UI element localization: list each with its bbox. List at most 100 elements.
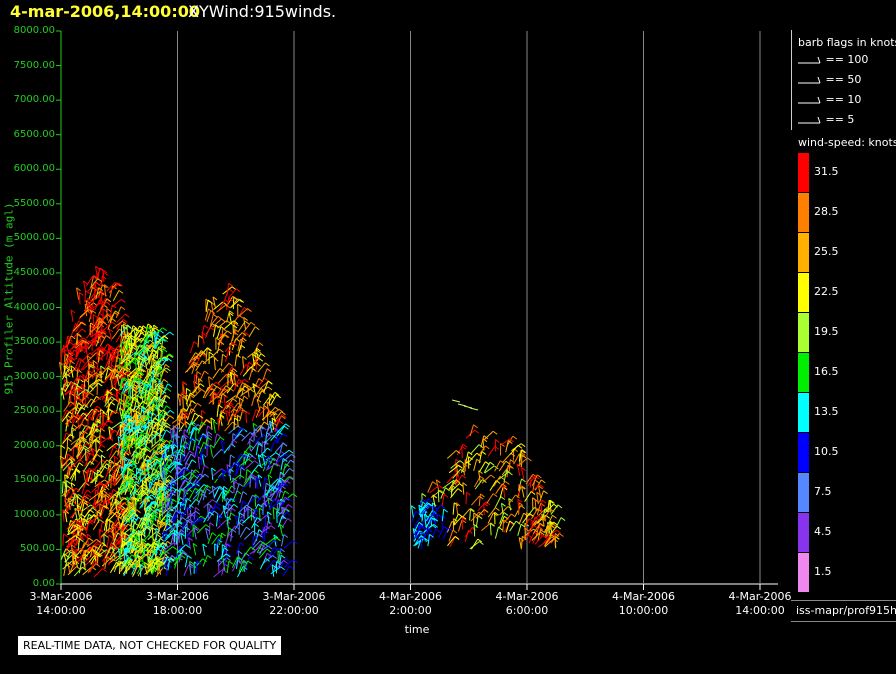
- wind-barb: [111, 545, 116, 558]
- wind-barb-flag: [257, 441, 263, 446]
- wind-barb: [527, 525, 535, 537]
- wind-barb-flag: [240, 466, 246, 471]
- wind-barb-flag: [164, 554, 170, 559]
- wind-barb-flag: [281, 485, 286, 490]
- wind-barb-flag: [142, 359, 147, 364]
- wind-barb-flag: [201, 409, 206, 414]
- wind-barb-flag: [145, 477, 150, 482]
- wind-barb-flag: [143, 498, 149, 503]
- wind-barb-flag: [71, 427, 76, 431]
- wind-barb: [117, 487, 121, 500]
- wind-barb-flag: [242, 337, 247, 342]
- wind-barb: [149, 377, 153, 390]
- wind-barb: [60, 548, 67, 560]
- wind-barb-flag: [132, 545, 137, 550]
- wind-barb-flag: [225, 385, 231, 390]
- wind-barb-flag: [505, 460, 511, 465]
- wind-barb: [124, 483, 131, 496]
- wind-barb-flag: [137, 446, 143, 450]
- wind-barb: [279, 449, 290, 458]
- wind-barb: [549, 521, 553, 534]
- wind-barb: [132, 522, 135, 535]
- wind-barb-flag: [154, 395, 159, 400]
- wind-barb-flag: [284, 496, 290, 501]
- wind-barb-flag: [141, 405, 147, 410]
- wind-barb-flag: [147, 473, 152, 478]
- wind-barb: [540, 500, 543, 513]
- wind-barb-flag: [179, 487, 185, 492]
- wind-barb-flag: [121, 341, 126, 346]
- wind-barb-flag: [119, 371, 125, 376]
- wind-barb-flag: [173, 542, 179, 547]
- wind-barb: [502, 452, 512, 463]
- wind-barb-flag: [271, 417, 277, 422]
- wind-barb: [499, 486, 504, 499]
- wind-barb: [478, 470, 481, 483]
- wind-barb-flag: [462, 482, 468, 487]
- wind-barb: [110, 421, 122, 430]
- wind-barb: [76, 404, 85, 415]
- barb-flag-icon: [798, 76, 821, 84]
- wind-barb: [224, 534, 230, 546]
- wind-barb-flag: [95, 563, 101, 568]
- wind-barb-flag: [79, 459, 84, 463]
- wind-barb-flag: [203, 324, 209, 329]
- wind-barb-flag: [159, 385, 164, 389]
- wind-barb-flag: [182, 408, 187, 412]
- wind-barb-flag: [135, 327, 140, 332]
- wind-barb: [469, 541, 480, 550]
- wind-barb: [136, 462, 144, 474]
- wind-barb: [242, 514, 252, 524]
- wind-barb-flag: [153, 397, 158, 402]
- wind-barb: [219, 414, 223, 426]
- wind-barb-flag: [254, 469, 259, 474]
- wind-barb-flag: [198, 334, 204, 339]
- wind-barb: [80, 489, 88, 501]
- wind-barb-flag: [196, 371, 202, 375]
- wind-barb-flag: [98, 368, 104, 373]
- wind-barb-flag: [87, 360, 93, 365]
- wind-barb: [66, 338, 69, 351]
- wind-barb-flag: [153, 324, 158, 329]
- wind-barb-flag: [144, 356, 149, 360]
- wind-barb: [266, 402, 270, 415]
- barb-legend-label: == 50: [822, 73, 862, 86]
- wind-barb-flag: [87, 369, 93, 374]
- wind-barb-flag: [102, 329, 107, 334]
- wind-barb-flag: [190, 422, 196, 427]
- wind-barb: [152, 484, 158, 496]
- wind-barb: [119, 478, 130, 488]
- wind-barb-flag: [90, 322, 95, 327]
- wind-barb: [499, 438, 510, 447]
- wind-barb-flag: [443, 493, 449, 498]
- wind-barb: [201, 454, 205, 467]
- wind-barb: [513, 453, 520, 465]
- wind-barb-flag: [159, 329, 164, 334]
- wind-barb: [89, 382, 99, 393]
- wind-barb: [226, 383, 235, 394]
- wind-barb: [145, 541, 155, 552]
- wind-barb-flag: [519, 453, 524, 458]
- wind-barb-flag: [548, 499, 554, 504]
- wind-barb-flag: [158, 367, 164, 371]
- wind-barb-flag: [433, 517, 439, 522]
- wind-barb: [208, 486, 219, 495]
- wind-barb-flag: [196, 560, 202, 565]
- wind-barb-flag: [161, 522, 167, 526]
- wind-barb-flag: [79, 524, 85, 529]
- wind-barb-flag: [430, 517, 436, 521]
- wind-barb: [229, 454, 232, 467]
- wind-barb: [86, 534, 89, 547]
- wind-barb: [146, 368, 149, 381]
- wind-barb: [181, 521, 185, 534]
- wind-barb-flag: [231, 485, 236, 490]
- wind-barb: [89, 306, 92, 319]
- wind-barb-flag: [102, 411, 108, 416]
- wind-barb-flag: [133, 521, 139, 526]
- wind-barb: [470, 538, 479, 550]
- wind-barb-flag: [289, 467, 294, 472]
- wind-barb-flag: [420, 500, 426, 505]
- wind-barb: [141, 414, 148, 427]
- wind-barb-flag: [230, 498, 236, 503]
- wind-barb-flag: [185, 421, 190, 425]
